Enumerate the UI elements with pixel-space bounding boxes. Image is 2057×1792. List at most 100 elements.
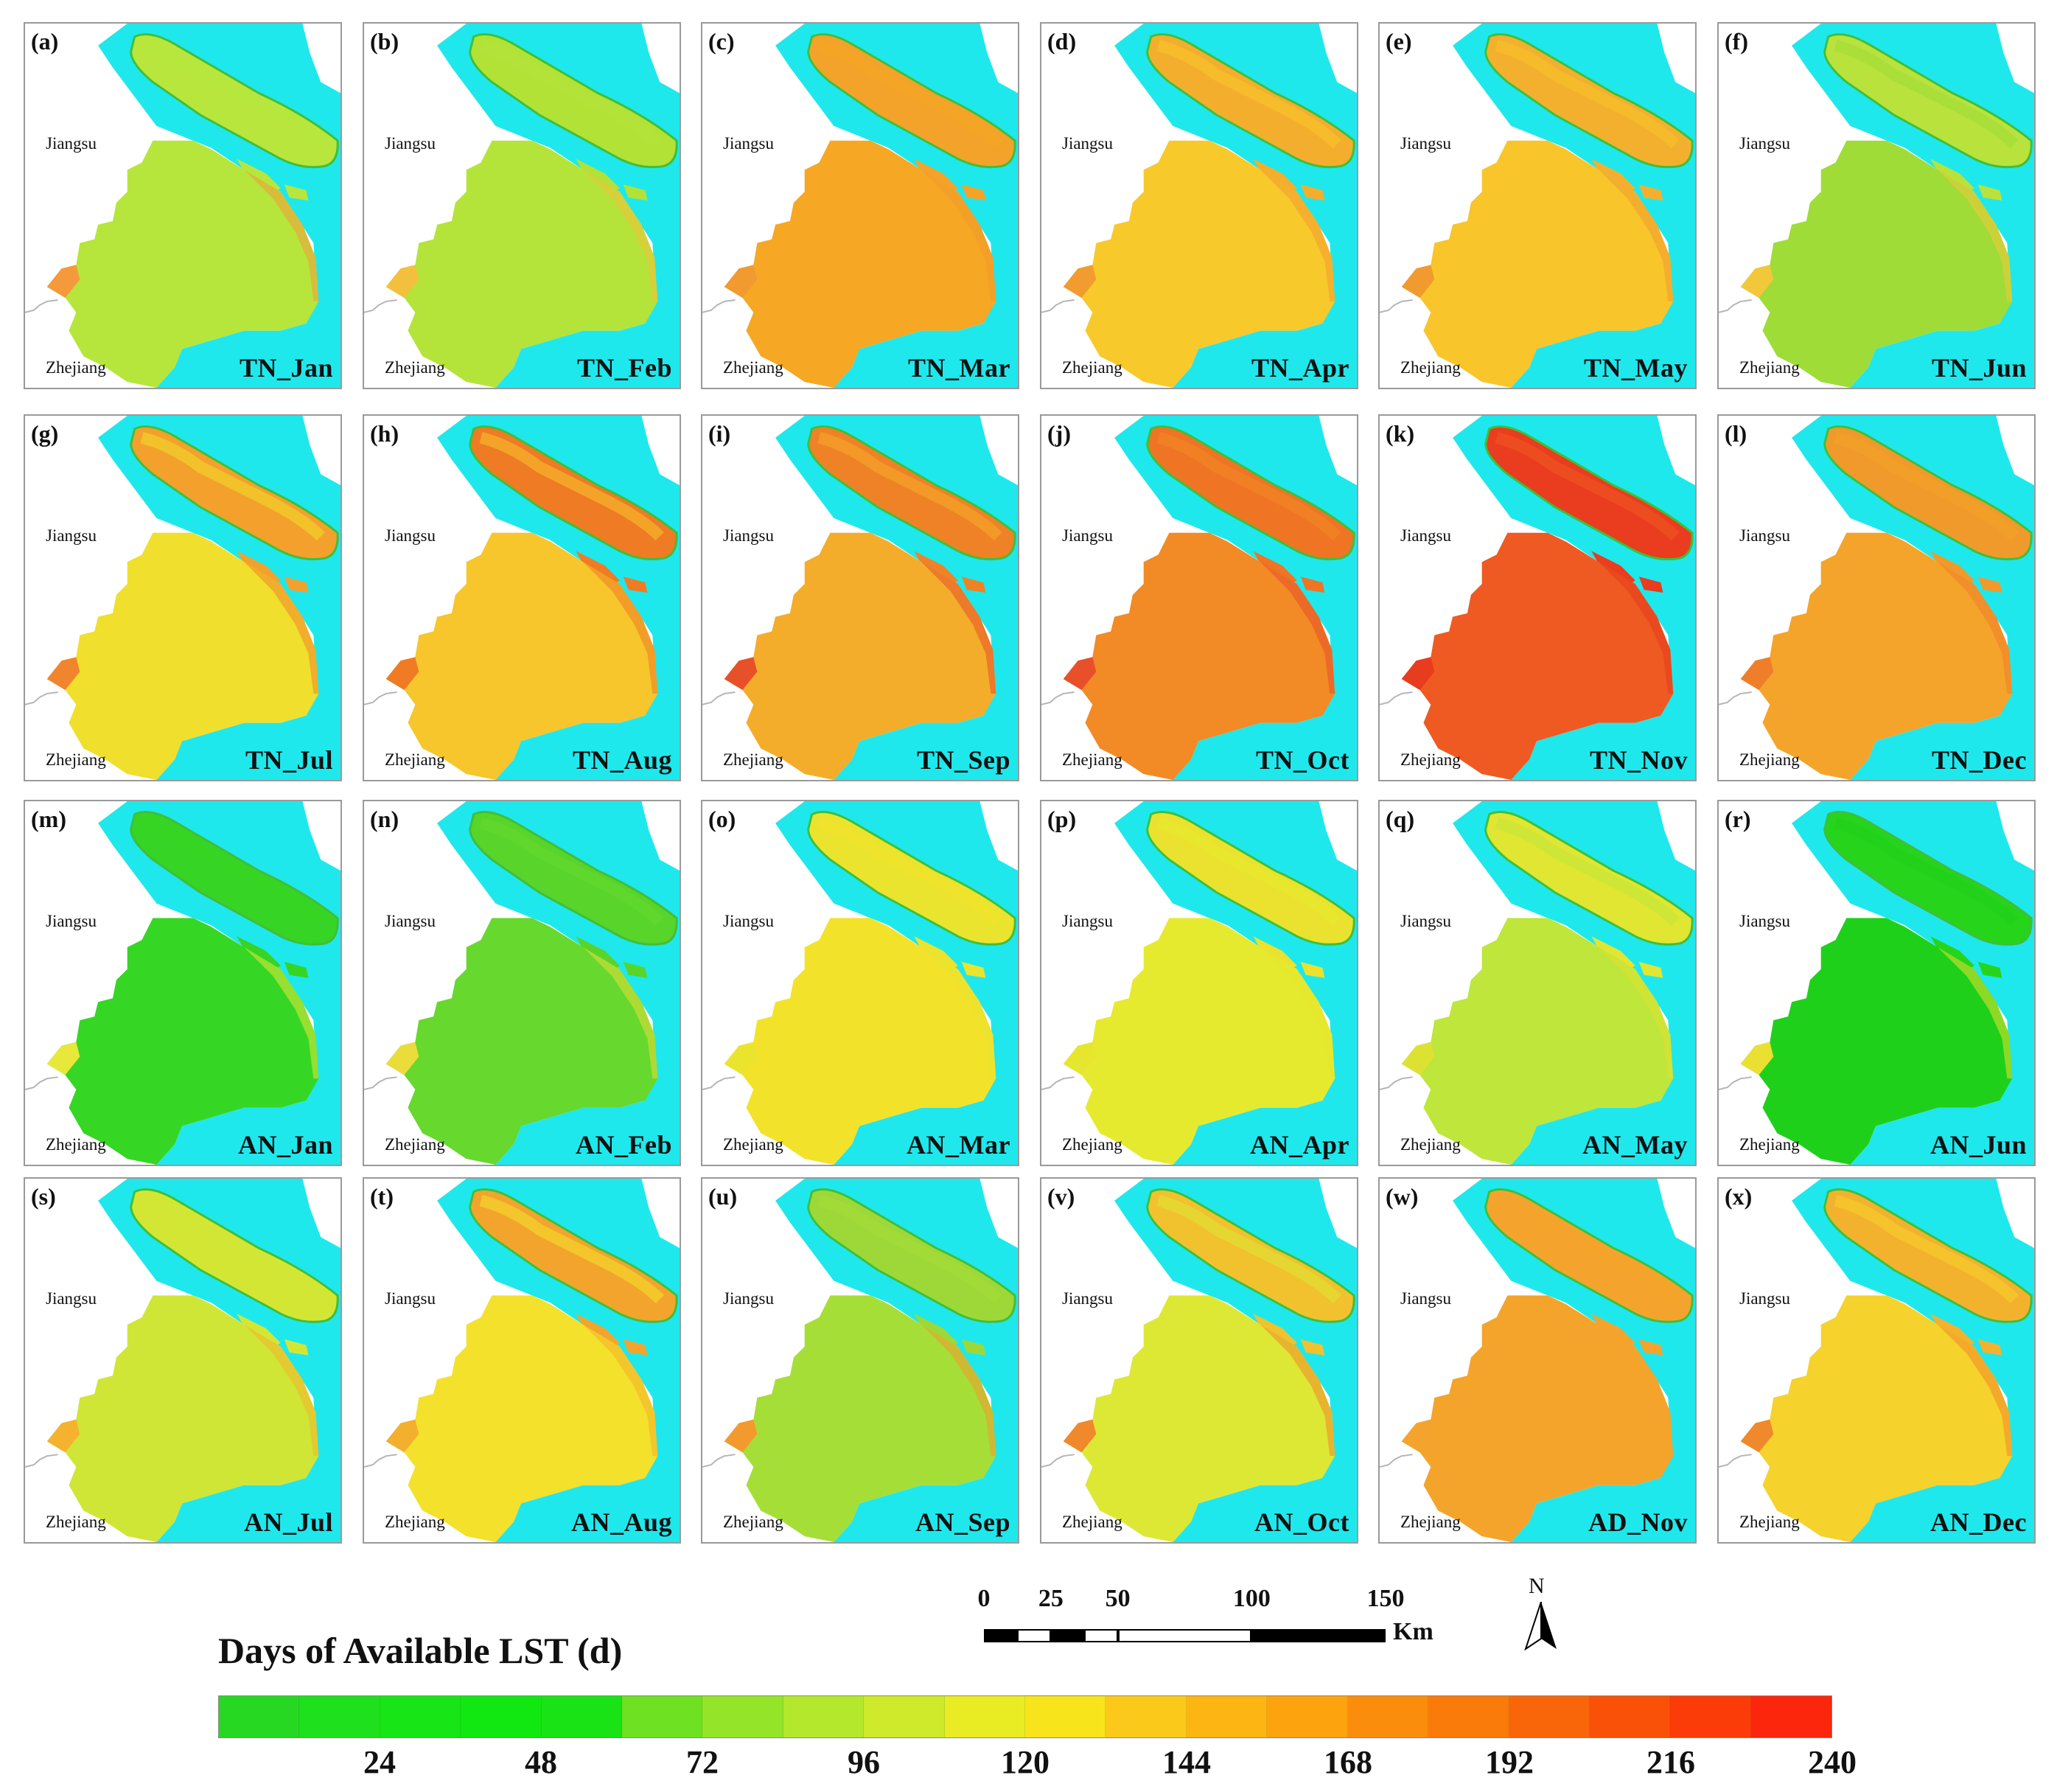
region-label-zhejiang: Zhejiang [46, 1513, 106, 1531]
panel-label: TN_May [1584, 353, 1688, 383]
panel-letter: (n) [370, 806, 399, 832]
colorbar-cell [783, 1696, 865, 1737]
region-label-zhejiang: Zhejiang [723, 358, 783, 377]
scale-segment [1117, 1629, 1252, 1642]
region-label-zhejiang: Zhejiang [385, 750, 445, 769]
shanghai-map [25, 801, 340, 1165]
region-label-jiangsu: Jiangsu [385, 134, 436, 153]
panel-label: AN_Jul [243, 1507, 333, 1537]
colorbar-cell [1428, 1696, 1509, 1737]
north-label: N [1529, 1574, 1545, 1598]
region-label-zhejiang: Zhejiang [385, 1135, 445, 1154]
scale-segment [984, 1629, 1018, 1642]
colorbar-cell [622, 1696, 703, 1737]
scale-unit: Km [1393, 1618, 1433, 1645]
panel-label: TN_Mar [908, 353, 1010, 383]
colorbar-cell [1670, 1696, 1751, 1737]
shanghai-map [1719, 416, 2034, 780]
panel-label: TN_Jun [1931, 353, 2027, 383]
panel-letter: (h) [370, 420, 399, 447]
shanghai-map [1041, 801, 1357, 1165]
panel-letter: (r) [1725, 806, 1751, 832]
scale-label-0: 0 [977, 1585, 991, 1612]
panel-label: TN_Jul [245, 745, 333, 775]
panel-label: AN_Aug [570, 1507, 672, 1537]
colorbar-cell [1589, 1696, 1671, 1737]
scale-bar: 0 25 50 100 150 Km [977, 1585, 1463, 1651]
colorbar-cell [1025, 1696, 1106, 1737]
shanghai-map [1380, 416, 1695, 780]
shanghai-map [25, 24, 340, 388]
region-label-zhejiang: Zhejiang [1739, 1513, 1800, 1531]
shanghai-map [1041, 416, 1357, 780]
region-label-jiangsu: Jiangsu [1739, 526, 1790, 545]
panel-letter: (w) [1386, 1183, 1419, 1210]
panel-label: TN_Oct [1256, 745, 1349, 775]
scale-label-150: 150 [1366, 1585, 1405, 1612]
region-label-jiangsu: Jiangsu [385, 526, 436, 545]
north-arrow-icon [1524, 1602, 1557, 1650]
map-panel-an-jun: (r) Jiangsu Zhejiang AN_Jun [1717, 800, 2036, 1166]
panel-letter: (f) [1725, 28, 1748, 55]
panel-label: TN_Feb [577, 353, 672, 383]
colorbar-cell [219, 1696, 300, 1737]
region-label-jiangsu: Jiangsu [1062, 912, 1113, 930]
panel-label: TN_Apr [1251, 353, 1349, 383]
panel-label: TN_Aug [572, 745, 672, 775]
panel-letter: (m) [31, 806, 66, 832]
map-panel-grid: (a) Jiangsu Zhejiang TN_Jan (b) Jiangsu Zheji… [24, 22, 2036, 1544]
shanghai-map [702, 24, 1018, 388]
panel-label: TN_Dec [1932, 745, 2027, 775]
panel-label: AN_Dec [1930, 1507, 2027, 1537]
colorbar-cell [1750, 1696, 1832, 1737]
region-label-jiangsu: Jiangsu [1400, 526, 1451, 545]
region-label-jiangsu: Jiangsu [46, 912, 97, 930]
region-label-jiangsu: Jiangsu [1400, 134, 1451, 153]
region-label-jiangsu: Jiangsu [46, 134, 97, 153]
map-panel-an-sep: (u) Jiangsu Zhejiang AN_Sep [701, 1177, 1019, 1544]
panel-letter: (g) [31, 420, 59, 447]
scale-label-100: 100 [1232, 1585, 1271, 1612]
region-label-zhejiang: Zhejiang [1062, 750, 1122, 769]
panel-label: TN_Nov [1589, 745, 1688, 775]
panel-letter: (e) [1386, 28, 1412, 55]
region-label-jiangsu: Jiangsu [46, 1289, 97, 1308]
panel-label: AN_May [1582, 1130, 1688, 1160]
shanghai-map [1041, 24, 1357, 388]
map-panel-tn-may: (e) Jiangsu Zhejiang TN_May [1378, 22, 1697, 389]
region-label-jiangsu: Jiangsu [385, 1289, 436, 1308]
region-label-jiangsu: Jiangsu [1739, 1289, 1790, 1308]
map-panel-an-may: (q) Jiangsu Zhejiang AN_May [1378, 800, 1697, 1166]
panel-label: AN_Jan [237, 1130, 333, 1160]
shanghai-map [364, 801, 680, 1165]
panel-label: TN_Jan [239, 353, 333, 383]
region-label-jiangsu: Jiangsu [1062, 134, 1113, 153]
panel-letter: (q) [1386, 806, 1415, 832]
region-label-zhejiang: Zhejiang [1062, 1135, 1122, 1154]
colorbar-cell [864, 1696, 945, 1737]
map-panel-tn-oct: (j) Jiangsu Zhejiang TN_Oct [1040, 414, 1358, 781]
region-label-zhejiang: Zhejiang [385, 358, 445, 377]
shanghai-map [702, 416, 1018, 780]
panel-label: AN_Mar [907, 1130, 1010, 1160]
region-label-zhejiang: Zhejiang [385, 1513, 445, 1531]
colorbar-cell [541, 1696, 623, 1737]
shanghai-map [25, 416, 340, 780]
shanghai-map [364, 24, 680, 388]
legend-title: Days of Available LST (d) [218, 1630, 623, 1671]
map-panel-tn-apr: (d) Jiangsu Zhejiang TN_Apr [1040, 22, 1358, 389]
shanghai-map [1719, 801, 2034, 1165]
region-label-jiangsu: Jiangsu [1400, 912, 1451, 930]
legend-tick-168: 168 [1324, 1744, 1372, 1780]
north-arrow: N [1518, 1574, 1562, 1662]
region-label-jiangsu: Jiangsu [1062, 1289, 1113, 1308]
shanghai-map [364, 416, 680, 780]
region-label-zhejiang: Zhejiang [1400, 1135, 1461, 1154]
colorbar-cell [1106, 1696, 1187, 1737]
colorbar-cell [1186, 1696, 1268, 1737]
scale-segment [1017, 1629, 1051, 1642]
map-panel-an-apr: (p) Jiangsu Zhejiang AN_Apr [1040, 800, 1358, 1166]
panel-letter: (o) [708, 806, 736, 832]
region-label-zhejiang: Zhejiang [46, 358, 106, 377]
panel-label: AN_Sep [915, 1507, 1010, 1537]
